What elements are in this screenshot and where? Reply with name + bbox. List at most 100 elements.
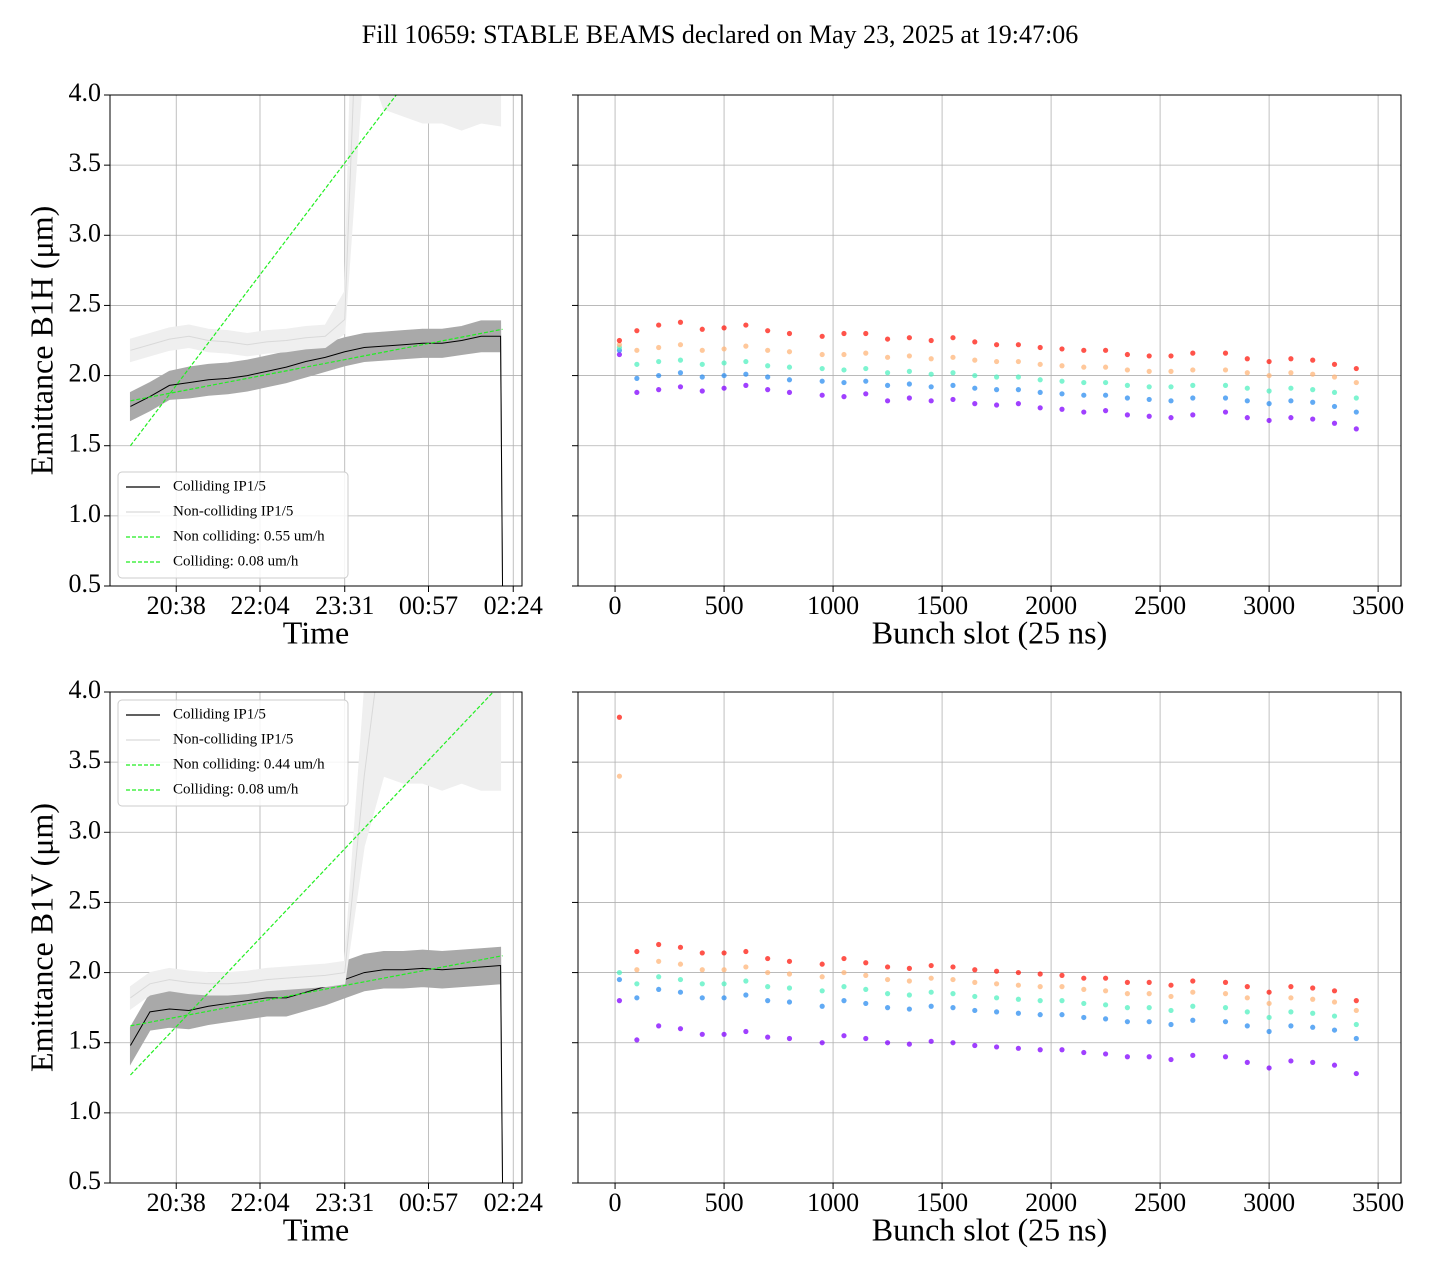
point [1244,385,1250,391]
line [130,328,503,402]
point [677,384,684,390]
point [1310,1024,1316,1030]
point [884,398,891,404]
point [972,979,978,985]
point [928,1038,934,1044]
point [634,347,640,353]
point [863,986,869,993]
y-axis-label: Emittance B1V (μm) [23,803,59,1072]
point [1266,358,1272,365]
point [1310,371,1316,377]
point [786,377,793,383]
point [1331,420,1338,426]
point [1037,971,1043,977]
point [616,342,623,348]
point [993,402,1000,408]
point [1353,395,1359,401]
point [699,981,705,987]
point [993,342,1000,348]
x-tick-label: 3500 [1352,591,1404,620]
point [1310,1059,1316,1065]
point [743,322,749,328]
point [1288,1023,1294,1029]
point [1037,377,1043,383]
point [841,955,847,962]
point [950,396,956,403]
y-tick-label: 3.0 [69,218,102,247]
point [1331,1027,1338,1033]
legend-box [117,471,349,579]
point [699,950,705,956]
point [841,969,847,976]
point [1266,1000,1272,1007]
line [130,692,376,999]
point [786,349,793,355]
x-axis-label: Bunch slot (25 ns) [872,1211,1108,1247]
plot-area [129,95,504,586]
point [972,385,978,391]
point [1266,372,1272,379]
point [972,1042,978,1049]
point [928,398,934,404]
point [1244,1059,1250,1065]
point [656,358,662,365]
point [884,1040,891,1046]
point [1288,1009,1294,1015]
point [677,357,684,363]
point [1081,1049,1087,1056]
point [1102,408,1109,414]
point [1222,1019,1229,1025]
point [1190,412,1196,418]
point [1037,984,1043,990]
point [884,991,891,997]
point [972,357,978,363]
point [1331,374,1338,380]
legend-label: Non colliding: 0.44 um/h [173,756,325,772]
point [841,394,847,400]
point [634,361,640,367]
point [1102,347,1109,353]
legend-label: Colliding IP1/5 [173,478,266,494]
point [765,363,771,369]
point [1288,398,1294,404]
point [1331,1062,1338,1068]
figure-title: Fill 10659: STABLE BEAMS declared on May… [362,20,1079,49]
point [656,372,662,379]
point [1310,399,1316,405]
point [1146,384,1152,390]
point [884,336,891,342]
line [130,955,503,1027]
point [699,374,705,380]
point [1288,370,1294,376]
y-tick-label: 0.5 [69,1166,102,1195]
point [1015,982,1021,988]
point [1168,993,1174,1000]
y-tick-label: 3.5 [69,745,102,774]
point [1331,999,1338,1005]
point [1353,426,1359,432]
point [656,958,662,964]
point [1244,356,1250,362]
point [1222,1005,1229,1011]
point [884,354,891,360]
point [721,967,727,973]
point [884,976,891,983]
point [721,385,727,391]
point [972,372,978,379]
point [1222,367,1229,373]
point [1015,374,1021,380]
point [1059,363,1065,369]
point [1081,986,1087,993]
point [928,962,934,969]
y-axis-label: Emittance B1H (μm) [23,206,59,476]
point [1037,1047,1043,1053]
point [928,371,934,377]
point [616,714,623,720]
point [841,998,847,1004]
point [1124,395,1130,401]
point [765,328,771,334]
point [743,358,749,365]
y-tick-label: 3.5 [69,148,102,177]
point [1190,1017,1196,1023]
point [743,1028,749,1035]
